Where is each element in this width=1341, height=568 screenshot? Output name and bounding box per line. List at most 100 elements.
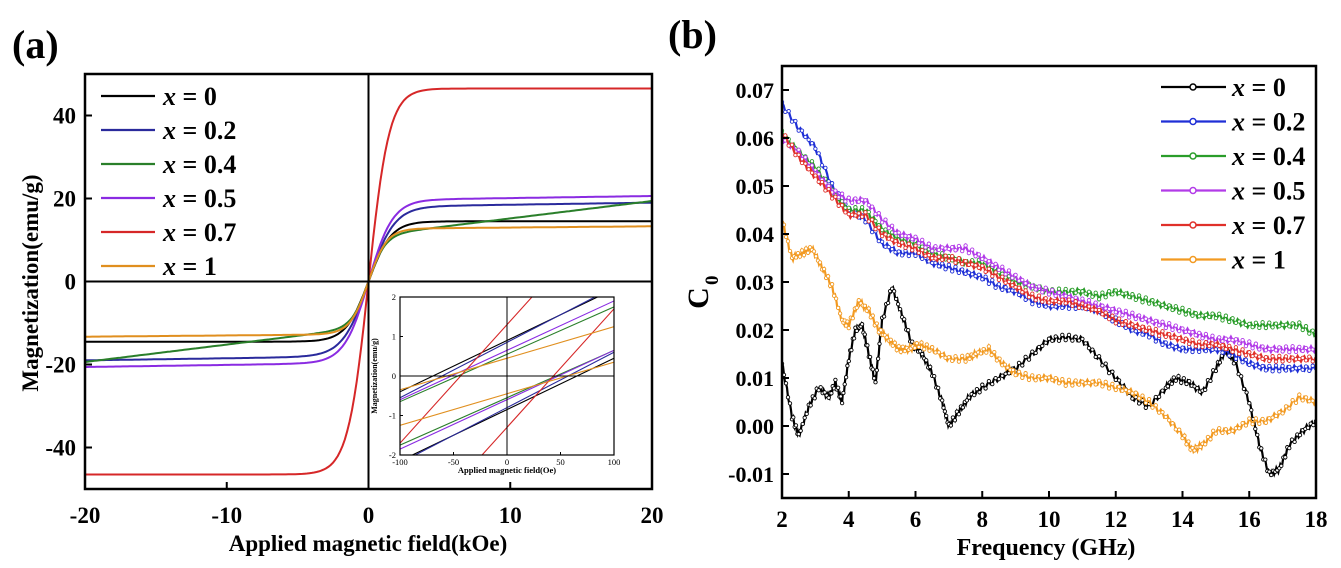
inset-ylabel: Magnetization(emu/g) xyxy=(370,338,379,414)
chart-b-point xyxy=(1227,353,1232,358)
chart-b-point xyxy=(802,415,807,420)
chart-b-point xyxy=(1210,333,1215,338)
chart-b-point xyxy=(856,298,861,303)
chart-b-point xyxy=(797,254,803,259)
chart-b-point xyxy=(1086,345,1092,351)
chart-b-point xyxy=(1177,335,1182,341)
chart-b-point xyxy=(1283,354,1289,359)
chart-b-point xyxy=(1233,345,1239,350)
chart-b-point xyxy=(1220,350,1225,355)
chart-b-point xyxy=(903,245,908,251)
chart-b-point xyxy=(946,246,952,252)
chart-b-point xyxy=(1243,353,1249,358)
chart-b-point xyxy=(1003,371,1008,376)
chart-b-point xyxy=(906,327,911,333)
chart-b-point xyxy=(989,352,994,358)
chart-b-point xyxy=(963,359,968,364)
chart-b-point xyxy=(1163,334,1168,340)
chart-b-point xyxy=(1096,354,1102,359)
chart-b-point xyxy=(1240,420,1245,426)
chart-b-point xyxy=(1273,321,1279,326)
chart-b-point xyxy=(1010,275,1015,281)
chart-b-point xyxy=(980,277,985,282)
chart-b-point xyxy=(1310,359,1315,364)
chart-b-point xyxy=(956,412,962,417)
chart-b-point xyxy=(1136,396,1142,401)
chart-b-point xyxy=(1293,366,1299,371)
chart-b-point xyxy=(1156,323,1162,328)
chart-b-point xyxy=(866,209,871,215)
chart-b-point xyxy=(1046,300,1052,305)
chart-b-point xyxy=(849,212,855,217)
chart-b-point xyxy=(1170,327,1175,333)
inset-ytick-label: 1 xyxy=(392,332,396,342)
chart-b-point xyxy=(928,364,933,370)
chart-b-point xyxy=(879,239,885,244)
chart-b-point xyxy=(1140,324,1145,329)
chart-b-point xyxy=(845,319,850,324)
chart-b-point xyxy=(1073,299,1078,304)
chart-b-point xyxy=(1207,314,1212,320)
chart-b-point xyxy=(1093,354,1098,360)
chart-b-point xyxy=(876,225,881,230)
chart-b-point xyxy=(1260,344,1265,349)
chart-b-point xyxy=(993,261,998,267)
chart-b-point xyxy=(1070,297,1075,302)
chart-b-point xyxy=(902,317,907,322)
chart-b-point xyxy=(1036,303,1042,308)
chart-b-xlabel: Frequency (GHz) xyxy=(957,535,1136,561)
chart-b-point xyxy=(916,241,921,246)
chart-b-point xyxy=(789,119,795,124)
chart-b-point xyxy=(826,186,831,192)
chart-b-point xyxy=(870,367,875,372)
chart-b-point xyxy=(1297,344,1302,350)
chart-b-point xyxy=(1110,381,1115,387)
chart-b-point xyxy=(1300,348,1305,354)
chart-b-point xyxy=(1120,291,1125,296)
chart-b-ytick-label: -0.01 xyxy=(728,462,774,487)
chart-b-point xyxy=(838,394,843,399)
chart-b-point xyxy=(1066,306,1072,311)
chart-b-point xyxy=(892,340,897,345)
chart-b-point xyxy=(1287,445,1292,451)
chart-b-point xyxy=(993,270,998,275)
chart-b-point xyxy=(1287,324,1292,329)
chart-b-point xyxy=(1156,394,1162,399)
panel-b-label: (b) xyxy=(668,12,717,57)
chart-b-point xyxy=(1143,400,1148,406)
chart-b-point xyxy=(933,260,938,266)
inset-xtick-label: -100 xyxy=(392,457,408,467)
chart-b-point xyxy=(1080,336,1085,342)
chart-b-point xyxy=(912,345,917,351)
chart-b-point xyxy=(878,327,883,333)
chart-b-legend-label: x = 0 xyxy=(1231,73,1286,102)
chart-b-point xyxy=(1030,301,1035,307)
chart-b-point xyxy=(913,253,918,259)
inset-xtick-label: 50 xyxy=(556,457,565,467)
chart-b-point xyxy=(837,311,843,316)
chart-b-point xyxy=(913,243,918,248)
chart-b-point xyxy=(1257,325,1262,331)
chart-b-point xyxy=(853,196,858,201)
chart-b-point xyxy=(1237,426,1242,431)
chart-a-ytick-label: 40 xyxy=(53,104,76,129)
chart-b-point xyxy=(1297,320,1302,325)
chart-b-point xyxy=(1163,340,1168,345)
chart-b-point xyxy=(1056,286,1062,291)
chart-b-point xyxy=(1126,389,1132,394)
chart-b-point xyxy=(793,423,799,428)
chart-b-ytick-label: 0.06 xyxy=(736,126,775,151)
chart-b-point xyxy=(933,256,938,261)
chart-b-point xyxy=(1233,337,1239,342)
chart-a-xtick-label: -20 xyxy=(70,503,101,528)
chart-b-point xyxy=(1257,421,1262,426)
chart-b-point xyxy=(936,264,942,269)
chart-b-point xyxy=(1106,386,1112,391)
chart-b-point xyxy=(846,211,851,217)
chart-b-point xyxy=(1307,399,1312,404)
chart-b-point xyxy=(874,368,879,373)
chart-b-point xyxy=(809,141,815,146)
chart-b-point xyxy=(849,347,854,353)
chart-b-point xyxy=(1110,292,1115,297)
chart-b-point xyxy=(1013,372,1018,378)
